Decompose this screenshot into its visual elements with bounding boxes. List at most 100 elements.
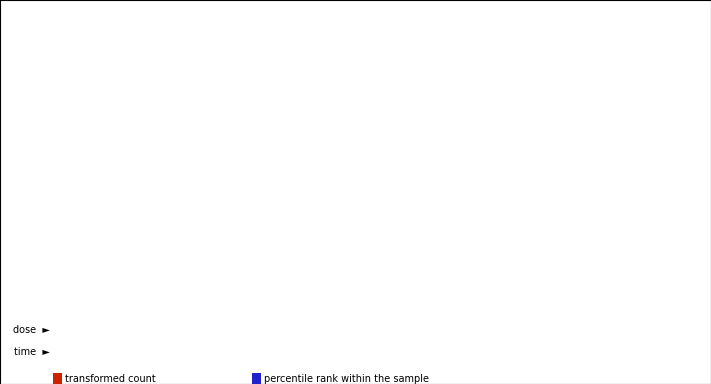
Bar bbox=[359, 35, 385, 269]
Bar bbox=[442, 159, 455, 269]
Bar bbox=[614, 35, 639, 269]
Bar bbox=[232, 35, 257, 269]
Bar bbox=[619, 222, 634, 269]
Bar bbox=[486, 35, 512, 269]
Text: GSM306983: GSM306983 bbox=[469, 270, 479, 316]
Bar bbox=[545, 168, 555, 173]
Text: 0 h: 0 h bbox=[96, 347, 112, 357]
Text: GSM306951: GSM306951 bbox=[62, 270, 70, 316]
Bar bbox=[105, 269, 129, 318]
Bar bbox=[283, 269, 308, 318]
Bar bbox=[359, 269, 385, 318]
Bar bbox=[512, 35, 538, 269]
Text: GSM306993: GSM306993 bbox=[597, 270, 606, 316]
Bar bbox=[129, 35, 155, 269]
Bar bbox=[295, 341, 372, 363]
Text: percentile rank within the sample: percentile rank within the sample bbox=[264, 374, 429, 384]
Text: GSM306961: GSM306961 bbox=[189, 270, 198, 316]
Bar bbox=[138, 201, 147, 206]
Bar bbox=[291, 196, 300, 201]
Bar bbox=[571, 168, 580, 173]
Bar bbox=[155, 35, 181, 269]
Bar bbox=[410, 269, 435, 318]
Text: dose  ►: dose ► bbox=[13, 324, 50, 334]
Text: GSM306985: GSM306985 bbox=[495, 270, 503, 316]
Bar bbox=[263, 227, 277, 269]
Bar bbox=[339, 208, 353, 269]
Bar bbox=[333, 35, 359, 269]
Text: GSM306971: GSM306971 bbox=[316, 270, 326, 316]
Bar bbox=[444, 182, 453, 187]
Bar bbox=[367, 194, 377, 199]
Bar bbox=[385, 269, 410, 318]
Bar bbox=[316, 194, 326, 199]
Bar bbox=[512, 269, 538, 318]
Text: GSM306995: GSM306995 bbox=[622, 270, 631, 316]
Bar bbox=[525, 341, 601, 363]
Bar bbox=[597, 180, 606, 185]
Bar bbox=[308, 269, 333, 318]
Bar bbox=[206, 269, 232, 318]
Bar bbox=[87, 184, 97, 190]
Text: GSM306973: GSM306973 bbox=[342, 270, 351, 316]
Text: 24 h: 24 h bbox=[551, 347, 574, 357]
Bar bbox=[647, 192, 657, 197]
Bar bbox=[392, 194, 402, 199]
Text: GSM306957: GSM306957 bbox=[138, 270, 147, 316]
Bar bbox=[486, 269, 512, 318]
Bar bbox=[112, 182, 122, 187]
Bar bbox=[563, 269, 589, 318]
Bar bbox=[206, 35, 232, 269]
Text: GDS5282 / 1391815_at: GDS5282 / 1391815_at bbox=[53, 20, 199, 33]
Bar bbox=[232, 269, 257, 318]
Bar bbox=[188, 187, 198, 192]
Bar bbox=[237, 161, 252, 269]
Text: GSM306977: GSM306977 bbox=[392, 270, 402, 316]
Bar bbox=[435, 269, 461, 318]
Bar bbox=[365, 206, 379, 269]
Text: GSM306953: GSM306953 bbox=[87, 270, 96, 316]
Bar bbox=[372, 318, 678, 341]
Bar bbox=[569, 70, 582, 269]
Bar bbox=[469, 194, 479, 199]
Bar bbox=[66, 318, 372, 341]
Bar bbox=[563, 35, 589, 269]
Text: 4 h: 4 h bbox=[173, 347, 189, 357]
Bar bbox=[520, 182, 530, 187]
Bar bbox=[333, 269, 359, 318]
Bar bbox=[219, 341, 295, 363]
Bar bbox=[129, 269, 155, 318]
Text: 24 h: 24 h bbox=[245, 347, 269, 357]
Bar bbox=[212, 128, 226, 269]
Bar bbox=[385, 35, 410, 269]
Bar bbox=[416, 121, 429, 269]
Text: 18 mg/kg RDX: 18 mg/kg RDX bbox=[487, 324, 562, 334]
Bar bbox=[85, 170, 99, 269]
Bar bbox=[53, 269, 79, 318]
Bar bbox=[142, 341, 219, 363]
Bar bbox=[639, 269, 665, 318]
Bar bbox=[639, 35, 665, 269]
Bar bbox=[79, 35, 105, 269]
Bar bbox=[308, 35, 333, 269]
Text: GSM306987: GSM306987 bbox=[520, 270, 529, 316]
Bar bbox=[601, 341, 678, 363]
Text: 3 mg/kg RDX: 3 mg/kg RDX bbox=[185, 324, 253, 334]
Bar bbox=[79, 269, 105, 318]
Text: GSM306963: GSM306963 bbox=[215, 270, 223, 316]
Bar bbox=[461, 35, 486, 269]
Bar bbox=[621, 192, 631, 197]
Bar bbox=[448, 341, 525, 363]
Bar bbox=[466, 194, 481, 269]
Bar bbox=[59, 197, 73, 269]
Bar bbox=[53, 35, 79, 269]
Bar bbox=[492, 161, 506, 269]
Bar bbox=[186, 180, 201, 269]
Text: GSM306959: GSM306959 bbox=[164, 270, 173, 316]
Bar bbox=[645, 229, 659, 269]
Text: 48 h: 48 h bbox=[628, 347, 651, 357]
Text: GSM306989: GSM306989 bbox=[545, 270, 555, 316]
Bar bbox=[181, 269, 206, 318]
Text: GSM306979: GSM306979 bbox=[418, 270, 427, 316]
Bar bbox=[257, 35, 283, 269]
